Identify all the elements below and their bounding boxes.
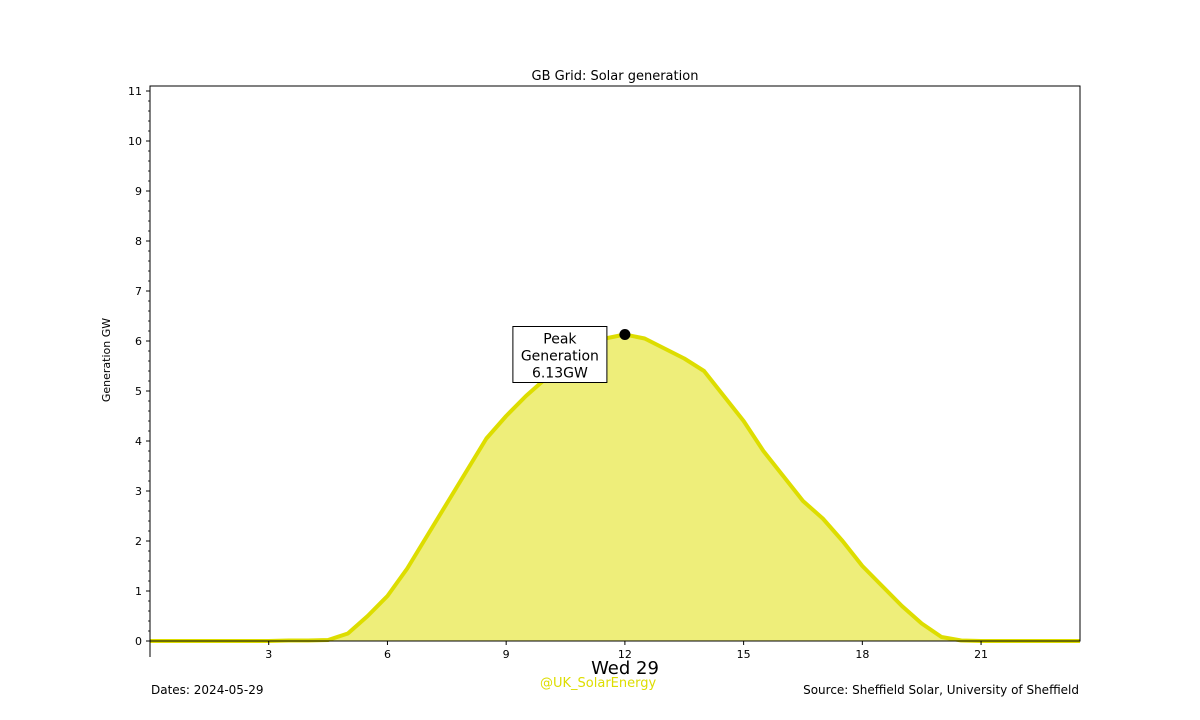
x-axis-label: Wed 29 <box>591 658 659 679</box>
y-axis-label: Generation GW <box>100 318 113 402</box>
peak-annotation-line: 6.13GW <box>532 366 588 382</box>
chart-title: GB Grid: Solar generation <box>532 69 699 84</box>
y-tick-label: 4 <box>135 435 142 448</box>
y-tick-label: 7 <box>135 285 142 298</box>
generation-area <box>150 334 1080 641</box>
watermark: @UK_SolarEnergy <box>540 676 657 691</box>
x-tick-label: 18 <box>855 648 869 661</box>
x-tick-label: 15 <box>737 648 751 661</box>
axes-frame <box>149 85 1081 642</box>
x-tick-label: 12 <box>618 648 632 661</box>
x-tick-label: 6 <box>384 648 391 661</box>
y-tick-label: 9 <box>135 185 142 198</box>
peak-annotation-line: Generation <box>521 349 599 365</box>
y-tick-label: 0 <box>135 635 142 648</box>
x-tick-label: 9 <box>503 648 510 661</box>
y-tick-label: 11 <box>128 85 142 98</box>
y-tick-label: 5 <box>135 385 142 398</box>
y-tick-label: 2 <box>135 535 142 548</box>
peak-marker <box>619 329 631 340</box>
y-tick-label: 10 <box>128 135 142 148</box>
x-tick-label: 21 <box>974 648 988 661</box>
peak-annotation-box <box>512 326 608 383</box>
y-tick-label: 6 <box>135 335 142 348</box>
dates-label: Dates: 2024-05-29 <box>151 683 264 697</box>
y-tick-label: 8 <box>135 235 142 248</box>
source-label: Source: Sheffield Solar, University of S… <box>803 683 1079 697</box>
y-tick-label: 1 <box>135 585 142 598</box>
y-tick-label: 3 <box>135 485 142 498</box>
x-tick-label: 3 <box>265 648 272 661</box>
peak-annotation-line: Peak <box>543 332 577 348</box>
